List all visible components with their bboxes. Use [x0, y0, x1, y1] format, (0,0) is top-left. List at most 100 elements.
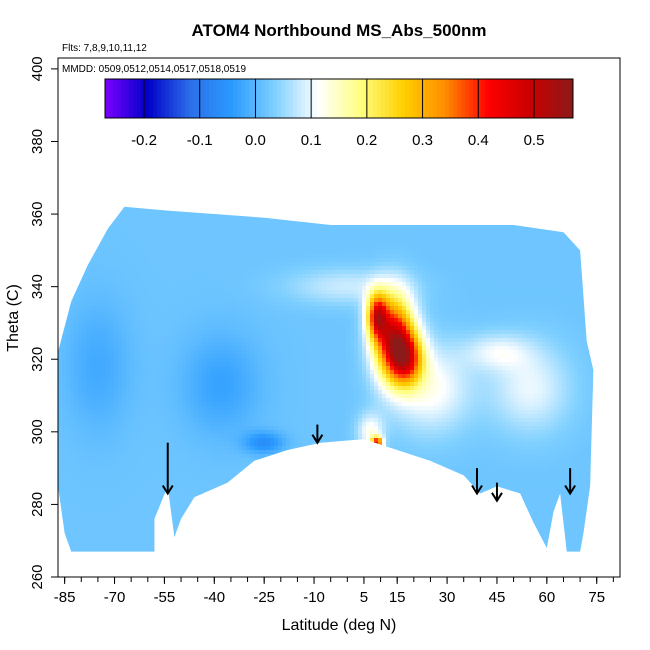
heatmap-cell [118, 130, 122, 134]
heatmap-cell [86, 102, 90, 106]
heatmap-cell [166, 366, 171, 371]
heatmap-cell [158, 478, 163, 483]
heatmap-cell [86, 354, 91, 359]
heatmap-cell [194, 358, 199, 363]
heatmap-cell [206, 494, 211, 499]
heatmap-cell [86, 314, 91, 319]
heatmap-cell [142, 342, 147, 347]
heatmap-cell [166, 534, 171, 539]
heatmap-cell [162, 454, 167, 459]
heatmap-cell [86, 170, 90, 174]
heatmap-cell [86, 530, 91, 535]
heatmap-cell [74, 418, 79, 423]
heatmap-cell [158, 550, 163, 552]
heatmap-cell [66, 114, 70, 118]
heatmap-cell [110, 174, 114, 178]
heatmap-cell [122, 566, 126, 570]
heatmap-cell [110, 258, 115, 263]
heatmap-cell [122, 378, 127, 383]
heatmap-cell [138, 494, 143, 499]
heatmap-cell [118, 418, 123, 423]
heatmap-cell [102, 210, 107, 215]
heatmap-cell [198, 334, 203, 339]
heatmap-cell [182, 146, 186, 150]
heatmap-cell [186, 514, 191, 519]
heatmap-cell [82, 170, 86, 174]
heatmap-cell [158, 310, 163, 315]
heatmap-cell [122, 542, 127, 547]
heatmap-cell [70, 286, 75, 291]
heatmap-cell [146, 366, 151, 371]
heatmap-cell [170, 430, 175, 435]
heatmap-cell [162, 390, 167, 395]
heatmap-cell [126, 350, 131, 355]
heatmap-cell [118, 318, 123, 323]
heatmap-cell [74, 430, 79, 435]
heatmap-cell [186, 274, 191, 279]
heatmap-cell [138, 118, 142, 122]
heatmap-cell [82, 290, 87, 295]
heatmap-cell [102, 286, 107, 291]
heatmap-cell [142, 338, 147, 343]
heatmap-cell [66, 506, 71, 511]
heatmap-cell [70, 434, 75, 439]
heatmap-cell [106, 254, 111, 259]
heatmap-cell [70, 270, 75, 275]
heatmap-cell [118, 254, 123, 259]
heatmap-cell [154, 350, 159, 355]
heatmap-cell [82, 150, 86, 154]
heatmap-cell [158, 178, 162, 182]
heatmap-cell [198, 274, 203, 279]
heatmap-cell [110, 234, 115, 239]
heatmap-cell [102, 482, 107, 487]
heatmap-cell [178, 526, 183, 531]
heatmap-cell [178, 350, 183, 355]
heatmap-cell [82, 94, 86, 98]
heatmap-cell [82, 466, 87, 471]
heatmap-cell [134, 502, 139, 507]
heatmap-cell [102, 478, 107, 483]
heatmap-cell [154, 446, 159, 451]
heatmap-cell [182, 394, 187, 399]
heatmap-cell [58, 362, 63, 367]
heatmap-cell [198, 378, 203, 383]
heatmap-cell [134, 406, 139, 411]
heatmap-cell [58, 430, 63, 435]
heatmap-cell [74, 150, 78, 154]
heatmap-cell [86, 478, 91, 483]
heatmap-cell [98, 454, 103, 459]
heatmap-cell [82, 146, 86, 150]
heatmap-cell [134, 150, 138, 154]
heatmap-cell [62, 382, 67, 387]
heatmap-cell [186, 262, 191, 267]
heatmap-cell [146, 306, 151, 311]
heatmap-cell [90, 230, 95, 235]
heatmap-cell [146, 410, 151, 415]
heatmap-cell [98, 286, 103, 291]
heatmap-cell [70, 218, 75, 223]
heatmap-cell [146, 342, 151, 347]
heatmap-cell [74, 170, 78, 174]
heatmap-cell [182, 230, 187, 235]
heatmap-cell [114, 530, 119, 535]
heatmap-cell [86, 538, 91, 543]
heatmap-cell [170, 310, 175, 315]
heatmap-cell [62, 430, 67, 435]
heatmap-cell [74, 126, 78, 130]
heatmap-cell [174, 182, 178, 186]
heatmap-cell [98, 426, 103, 431]
heatmap-cell [186, 350, 191, 355]
heatmap-cell [134, 494, 139, 499]
heatmap-cell [118, 234, 123, 239]
heatmap-cell [142, 246, 147, 251]
heatmap-cell [178, 194, 182, 198]
heatmap-cell [162, 234, 167, 239]
heatmap-cell [118, 190, 122, 194]
heatmap-cell [154, 370, 159, 375]
heatmap-cell [138, 430, 143, 435]
heatmap-cell [74, 186, 78, 190]
heatmap-cell [82, 162, 86, 166]
heatmap-cell [74, 154, 78, 158]
heatmap-cell [178, 294, 183, 299]
